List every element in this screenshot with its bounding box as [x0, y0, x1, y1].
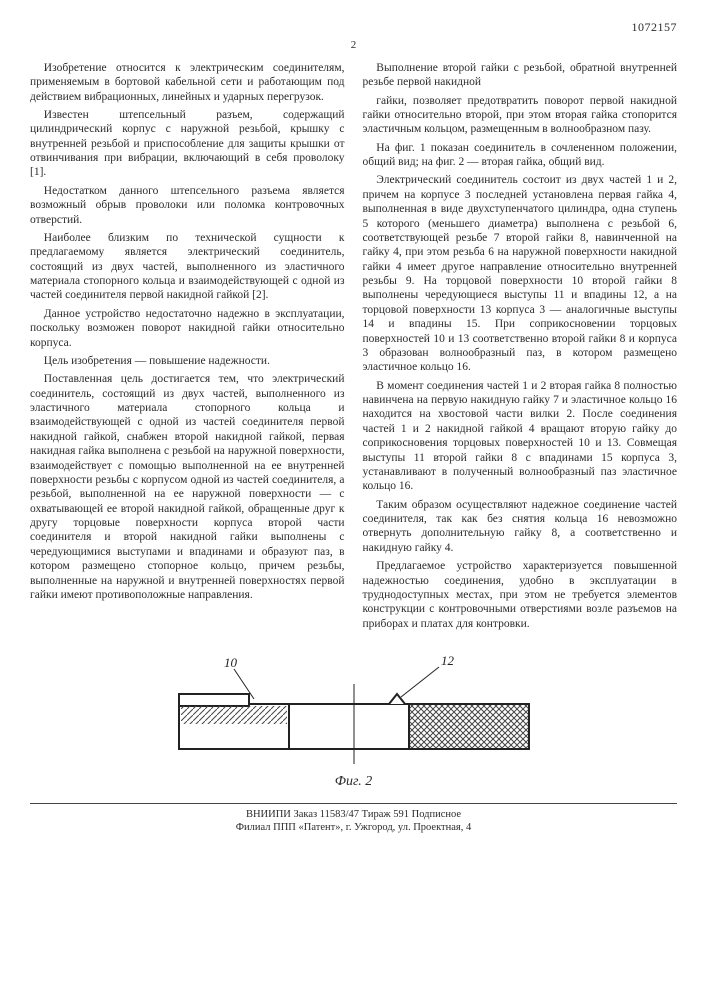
- para: Предлагаемое устройство характеризуется …: [363, 559, 678, 631]
- footer-line-2: Филиал ППП «Патент», г. Ужгород, ул. Про…: [30, 821, 677, 835]
- para: Таким образом осуществляют надежное соед…: [363, 498, 678, 556]
- para: Выполнение второй гайки с резьбой, обрат…: [363, 61, 678, 90]
- para: На фиг. 1 показан соединитель в сочленен…: [363, 141, 678, 170]
- para: В момент соединения частей 1 и 2 вторая …: [363, 379, 678, 494]
- fig-label-12: 12: [441, 653, 455, 668]
- footer: ВНИИПИ Заказ 11583/47 Тираж 591 Подписно…: [30, 803, 677, 835]
- para: Наиболее близким по технической сущности…: [30, 231, 345, 303]
- page-number: 2: [30, 39, 677, 53]
- para: гайки, позволяет предотвратить поворот п…: [363, 94, 678, 137]
- para: Изобретение относится к электрическим со…: [30, 61, 345, 104]
- footer-line-1: ВНИИПИ Заказ 11583/47 Тираж 591 Подписно…: [30, 808, 677, 822]
- para: Известен штепсельный разъем, содержащий …: [30, 108, 345, 180]
- para: Цель изобретения — повышение надежности.: [30, 354, 345, 368]
- document-number: 1072157: [30, 20, 677, 35]
- para: Недостатком данного штепсельного разъема…: [30, 184, 345, 227]
- figure-2: 10 12 Фиг. 2: [30, 649, 677, 791]
- body-columns: Изобретение относится к электрическим со…: [30, 61, 677, 631]
- fig-label-10: 10: [224, 655, 238, 670]
- para: Электрический соединитель состоит из дву…: [363, 173, 678, 374]
- para: Поставленная цель достигается тем, что э…: [30, 372, 345, 602]
- para: Данное устройство недостаточно надежно в…: [30, 307, 345, 350]
- figure-caption: Фиг. 2: [30, 773, 677, 791]
